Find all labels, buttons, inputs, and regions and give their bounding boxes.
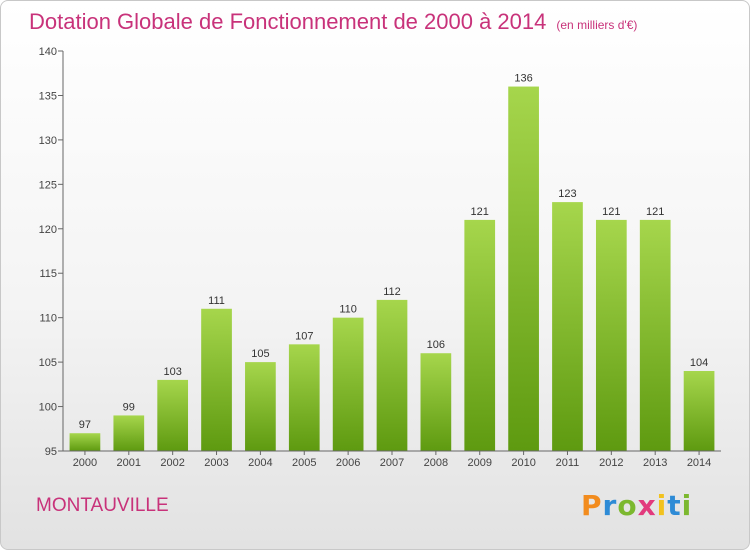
logo-letter: P [581,489,603,522]
x-axis: 2000 2001 2002 2003 2004 2005 2006 2007 2008 2009… [63,450,721,469]
logo-letter: i [681,489,693,522]
x-tick-label-2001: 2001 [117,457,141,469]
bar-2013 [639,219,671,451]
logo-letter: o [617,489,638,522]
y-tick-label: 135 [39,90,57,102]
x-tick-label-2002: 2002 [160,457,184,469]
y-tick-label: 140 [39,46,57,58]
data-label-2011: 123 [558,188,576,200]
data-label-2010: 136 [514,73,532,85]
x-tick-label-2003: 2003 [204,457,228,469]
data-label-2009: 121 [471,206,489,218]
bar-2008 [420,353,452,451]
x-tick-label-2006: 2006 [336,457,360,469]
bar-2006 [332,317,364,451]
bar-2001 [113,415,145,451]
x-tick-label-2005: 2005 [292,457,316,469]
bar-2003 [201,308,232,451]
y-tick-label: 105 [39,357,57,369]
y-tick-label: 125 [39,179,57,191]
data-label-2007: 112 [383,286,401,298]
x-tick-label-2013: 2013 [643,457,667,469]
x-tick-label-2010: 2010 [511,457,535,469]
bar-2000 [69,433,101,451]
bar-2010 [508,86,539,452]
x-tick-label-2012: 2012 [599,457,623,469]
data-label-2000: 97 [79,419,91,431]
chart-unit: (en milliers d'€) [556,18,638,32]
bar-2005 [288,344,320,451]
x-tick-label-2008: 2008 [424,457,448,469]
logo-letter: i [656,489,668,522]
data-label-2001: 99 [123,401,135,413]
bar-2002 [157,379,189,451]
x-tick-label-2009: 2009 [467,457,491,469]
chart-title-text: Dotation Globale de Fonctionnement de 20… [29,9,547,34]
data-label-2003: 111 [208,295,225,307]
bar-2014 [683,371,715,451]
data-label-2008: 106 [427,339,445,351]
data-label-2013: 121 [646,206,664,218]
data-label-2002: 103 [163,366,181,378]
y-tick-label: 115 [39,268,57,280]
y-tick-label: 110 [39,313,57,325]
data-label-2006: 110 [339,304,357,316]
data-label-2005: 107 [295,330,313,342]
x-tick-label-2004: 2004 [248,457,272,469]
y-axis: 95 100 105 110 115 120 125 130 135 140 [39,46,64,458]
bar-2011 [552,202,583,451]
bar-2004 [245,362,276,451]
commune-name: MONTAUVILLE [36,495,169,516]
data-label-2004: 105 [251,348,269,360]
x-tick-label-2014: 2014 [687,457,711,469]
bar-2012 [595,219,627,451]
proxiti-logo: Proxiti [581,489,692,522]
y-tick-label: 100 [39,402,57,414]
y-tick-label: 130 [39,135,57,147]
logo-letter: r [602,489,618,522]
data-label-2012: 121 [602,206,620,218]
data-label-2014: 104 [690,357,708,369]
bar-2009 [464,219,496,451]
logo-letter: x [637,489,657,522]
chart-title: Dotation Globale de Fonctionnement de 20… [29,9,637,35]
x-tick-label-2000: 2000 [73,457,97,469]
y-tick-label: 120 [39,224,57,236]
y-tick-label: 95 [45,446,57,458]
bar-2007 [376,299,408,451]
x-tick-label-2007: 2007 [380,457,404,469]
logo-letter: t [667,489,682,522]
x-tick-label-2011: 2011 [556,457,580,469]
bars: 97 99 103 111 105 107 110 112 106 121 136 123 121 121… [69,73,715,452]
